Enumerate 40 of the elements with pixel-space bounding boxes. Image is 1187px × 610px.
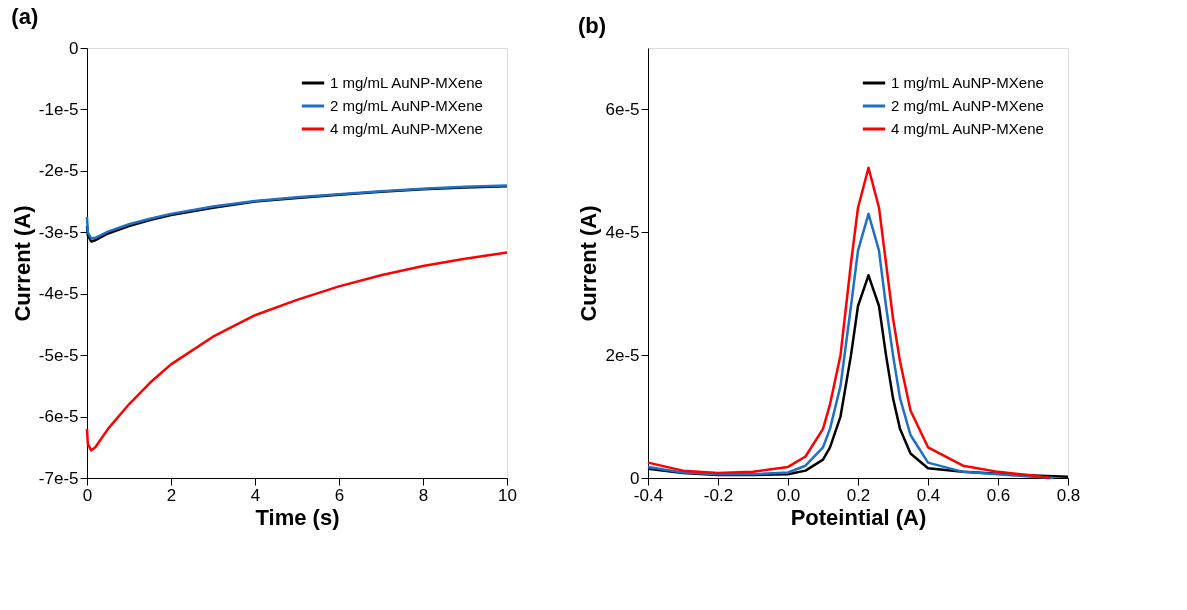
x-axis-title: Time (s)	[255, 504, 340, 530]
chart-title: (b)	[577, 13, 607, 38]
x-tick-label: 10	[498, 485, 517, 505]
x-tick-label: 0.6	[986, 485, 1011, 505]
x-axis-title: Poteintial (A)	[790, 504, 927, 530]
legend-label: 4 mg/mL AuNP-MXene	[891, 120, 1044, 137]
y-tick-label: 2e-5	[605, 345, 640, 365]
y-axis-title: Current (A)	[576, 205, 602, 322]
x-tick-label: 4	[250, 485, 261, 505]
x-tick-label: 0.0	[776, 485, 801, 505]
x-tick-label: 0	[82, 485, 93, 505]
x-tick-label: -0.2	[703, 485, 734, 505]
x-tick-label: 0.8	[1056, 485, 1081, 505]
y-tick-label: 0	[69, 38, 79, 58]
legend-label: 1 mg/mL AuNP-MXene	[330, 74, 483, 91]
legend-label: 2 mg/mL AuNP-MXene	[330, 97, 483, 114]
chart-title: (a)	[11, 4, 39, 29]
x-tick-label: -0.4	[633, 485, 664, 505]
y-tick-label: -7e-5	[38, 468, 79, 488]
y-tick-label: -5e-5	[38, 345, 79, 365]
y-tick-label: -2e-5	[38, 161, 79, 181]
x-tick-label: 0.2	[846, 485, 871, 505]
y-tick-label: -6e-5	[38, 407, 79, 427]
legend-label: 2 mg/mL AuNP-MXene	[891, 97, 1044, 114]
x-tick-label: 2	[166, 485, 177, 505]
line-series	[646, 212, 1056, 480]
y-tick-label: 4e-5	[605, 222, 640, 242]
x-tick-label: 0.4	[916, 485, 941, 505]
y-tick-label: 0	[630, 468, 640, 488]
y-axis-title: Current (A)	[9, 205, 35, 322]
y-tick-label: 6e-5	[605, 99, 640, 119]
line-series	[646, 166, 1052, 480]
legend-label: 4 mg/mL AuNP-MXene	[330, 120, 483, 137]
x-tick-label: 6	[334, 485, 345, 505]
x-tick-label: 8	[418, 485, 429, 505]
y-tick-label: -3e-5	[38, 222, 79, 242]
y-tick-label: -4e-5	[38, 284, 79, 304]
legend-label: 1 mg/mL AuNP-MXene	[891, 74, 1044, 91]
line-series	[85, 251, 509, 452]
y-tick-label: -1e-5	[38, 99, 79, 119]
